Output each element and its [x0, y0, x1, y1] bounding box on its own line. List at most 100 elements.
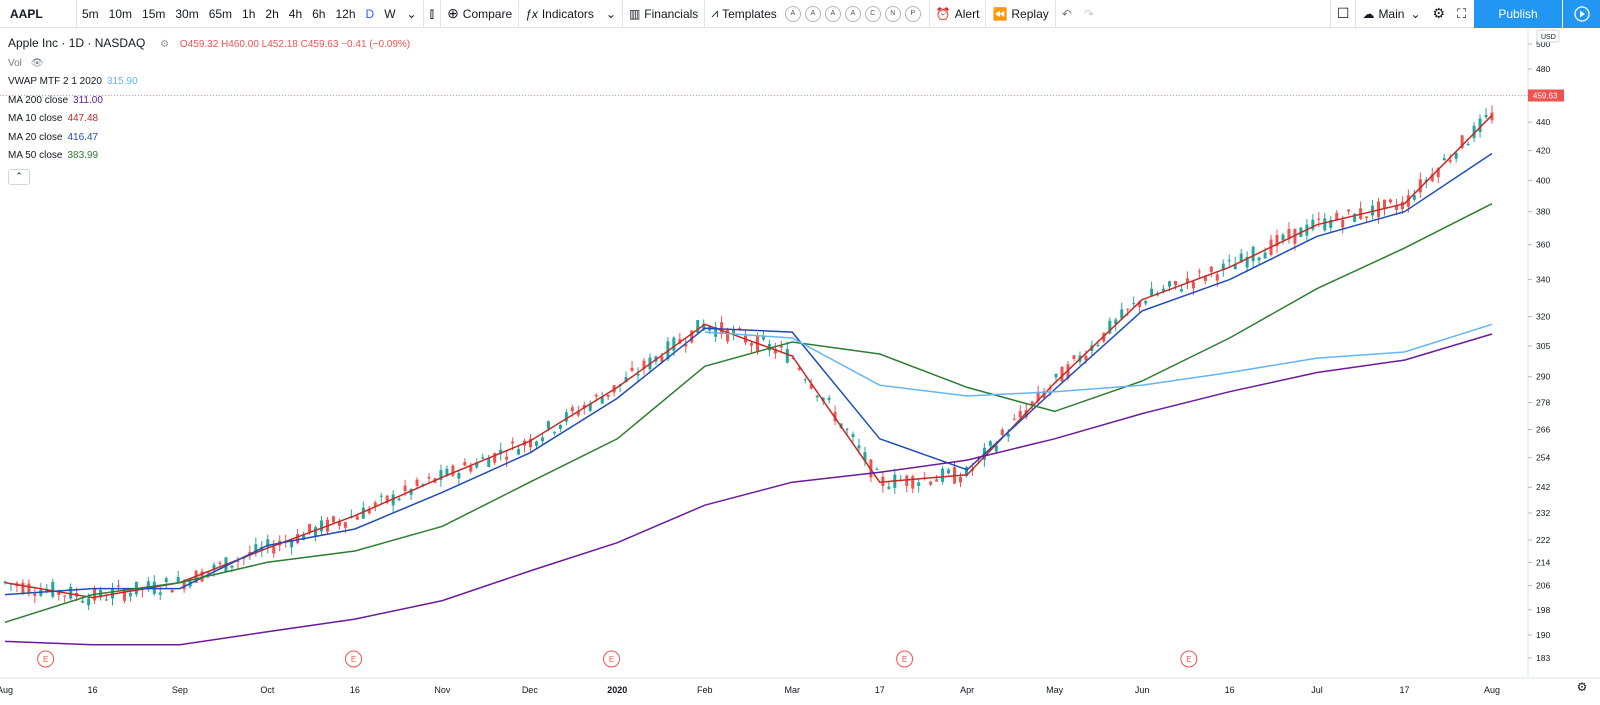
indicator-rows: VWAP MTF 2 1 2020 315.90 MA 200 close 311.0…: [8, 73, 410, 166]
redo-button[interactable]: ↷: [1083, 6, 1094, 21]
collapse-legend-button[interactable]: ⌃: [8, 168, 30, 185]
templates-label: Templates: [722, 6, 777, 21]
fullscreen-icon[interactable]: ⛶: [1457, 5, 1467, 21]
price-tick-label: 242: [1536, 482, 1550, 492]
separator: [1329, 0, 1331, 28]
indicator-row[interactable]: MA 200 close 311.00: [8, 92, 410, 111]
fx-icon: ƒx: [525, 6, 538, 21]
publish-button[interactable]: Publish: [1474, 0, 1562, 28]
last-price-label: 459.63: [1533, 91, 1558, 100]
layout-button[interactable]: ☁ Main ⌄: [1356, 0, 1426, 28]
earnings-label: E: [609, 655, 614, 664]
separator: [928, 0, 930, 28]
price-axis[interactable]: 5004804604404204003803603403203052902782…: [1528, 29, 1564, 663]
candle: [236, 556, 240, 569]
candle: [379, 492, 383, 504]
indicator-row[interactable]: VWAP MTF 2 1 2020 315.90: [8, 73, 410, 92]
candle: [457, 470, 461, 486]
earnings-marker[interactable]: E: [896, 650, 914, 668]
candle: [684, 338, 688, 353]
symbol-search[interactable]: AAPL: [10, 6, 43, 21]
candle: [409, 488, 413, 501]
currency-box[interactable]: USD: [1536, 29, 1560, 43]
indicator-value: 315.90: [106, 76, 138, 87]
interval-dropdown-icon[interactable]: ⌄: [406, 6, 417, 21]
candle: [21, 579, 25, 596]
hidden-eye-icon[interactable]: 👁: [30, 57, 44, 69]
candle: [941, 466, 945, 485]
interval-30m[interactable]: 30m: [175, 6, 199, 21]
candle: [1197, 268, 1201, 279]
candle: [917, 479, 921, 493]
template-chip[interactable]: N: [884, 5, 901, 22]
compare-label: Compare: [462, 6, 513, 21]
candle: [726, 327, 730, 344]
alert-button[interactable]: ⏰ Alert: [930, 0, 986, 28]
replay-button[interactable]: ⏪ Replay: [986, 0, 1054, 28]
interval-5m[interactable]: 5m: [82, 6, 99, 21]
template-chip[interactable]: A: [784, 5, 801, 22]
undo-button[interactable]: ↶: [1061, 6, 1072, 21]
interval-D[interactable]: D: [365, 6, 375, 21]
interval-4h[interactable]: 4h: [288, 6, 303, 21]
series-line: [704, 323, 1493, 397]
template-chip[interactable]: C: [864, 5, 881, 22]
price-chart[interactable]: E E E E E 5004804604404204003803603403203052…: [0, 28, 1600, 705]
layout-square-icon[interactable]: ☐: [1336, 5, 1350, 21]
vol-label[interactable]: Vol: [8, 57, 22, 69]
earnings-marker[interactable]: E: [345, 650, 363, 668]
interval-2h[interactable]: 2h: [265, 6, 279, 21]
alarm-clock-icon: ⏰: [935, 6, 951, 21]
candle: [1347, 209, 1351, 215]
play-circle-icon[interactable]: [1562, 0, 1600, 28]
axis-settings-icon[interactable]: ⚙: [1577, 680, 1588, 694]
legend-title[interactable]: Apple Inc · 1D · NASDAQ: [8, 36, 146, 50]
candle: [1060, 366, 1064, 382]
interval-65m[interactable]: 65m: [208, 6, 233, 21]
ohlc-values: O459.32 H460.00 L452.18 C459.63 −0.41 (−…: [179, 39, 411, 50]
template-chip[interactable]: A: [824, 5, 841, 22]
template-chip[interactable]: A: [804, 5, 821, 22]
bar-chart-icon: ▥: [628, 6, 641, 21]
candle: [427, 473, 431, 483]
template-chip[interactable]: A: [844, 5, 861, 22]
indicators-button[interactable]: ƒx Indicators ⌄: [519, 0, 622, 28]
top-toolbar: AAPL 5m 10m 15m 30m 65m 1h 2h 4h 6h 12h D W ⌄ ⫾ ⊕ Co…: [0, 0, 1600, 28]
interval-10m[interactable]: 10m: [108, 6, 133, 21]
interval-12h[interactable]: 12h: [335, 6, 356, 21]
interval-1h[interactable]: 1h: [242, 6, 256, 21]
indicator-label: MA 20 close: [8, 131, 63, 143]
indicator-row[interactable]: MA 50 close 383.99: [8, 147, 410, 166]
bar-style-icon[interactable]: ⫾: [429, 5, 435, 21]
financials-button[interactable]: ▥ Financials: [623, 0, 704, 28]
candle: [1484, 107, 1488, 119]
time-tick-label: Feb: [697, 685, 713, 695]
candle: [534, 440, 538, 449]
indicator-row[interactable]: MA 20 close 416.47: [8, 129, 410, 148]
templates-button[interactable]: ⩘ Templates: [705, 0, 782, 28]
indicator-label: MA 200 close: [8, 94, 69, 106]
earnings-marker[interactable]: E: [603, 650, 621, 668]
cloud-icon: ☁: [1362, 6, 1375, 21]
legend-settings-icon[interactable]: ⚙: [160, 39, 170, 50]
interval-W[interactable]: W: [384, 6, 396, 21]
time-axis[interactable]: Aug 16 Sep Oct 16 Nov Dec 2020 Feb Mar 17 Apr May Jun…: [0, 680, 1587, 695]
template-chip[interactable]: P: [904, 5, 921, 22]
time-tick-label: 17: [1400, 685, 1410, 695]
candle: [552, 430, 556, 436]
candle: [1221, 259, 1225, 277]
interval-15m[interactable]: 15m: [142, 6, 166, 21]
earnings-marker[interactable]: E: [1180, 650, 1198, 668]
compare-button[interactable]: ⊕ Compare: [441, 0, 518, 28]
open-value: 459.32: [187, 39, 219, 50]
indicator-row[interactable]: MA 10 close 447.48: [8, 110, 410, 129]
candle: [630, 361, 634, 373]
earnings-marker[interactable]: E: [37, 650, 55, 668]
candle: [564, 408, 568, 426]
settings-gear-icon[interactable]: ⚙: [1432, 5, 1446, 21]
interval-6h[interactable]: 6h: [312, 6, 326, 21]
series-line: [4, 333, 1493, 646]
candle: [1400, 196, 1404, 214]
candle: [964, 465, 968, 478]
